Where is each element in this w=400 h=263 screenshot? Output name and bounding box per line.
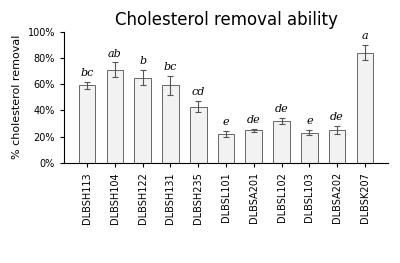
Bar [162, 85, 179, 163]
Text: de: de [275, 104, 288, 114]
Bar [357, 53, 373, 163]
Title: Cholesterol removal ability: Cholesterol removal ability [114, 11, 338, 29]
Bar [106, 70, 123, 163]
Text: de: de [330, 112, 344, 122]
Bar [246, 130, 262, 163]
Bar [329, 130, 346, 163]
Text: bc: bc [164, 62, 177, 72]
Text: ab: ab [108, 48, 122, 58]
Bar [79, 85, 95, 163]
Text: a: a [362, 31, 368, 42]
Bar [218, 134, 234, 163]
Bar [190, 107, 206, 163]
Text: e: e [306, 116, 313, 126]
Y-axis label: % cholesterol removal: % cholesterol removal [12, 35, 22, 159]
Text: bc: bc [80, 68, 94, 78]
Bar [134, 78, 151, 163]
Text: cd: cd [192, 87, 205, 97]
Bar [301, 133, 318, 163]
Text: e: e [223, 117, 229, 127]
Text: de: de [247, 115, 261, 125]
Text: b: b [139, 56, 146, 66]
Bar [273, 121, 290, 163]
